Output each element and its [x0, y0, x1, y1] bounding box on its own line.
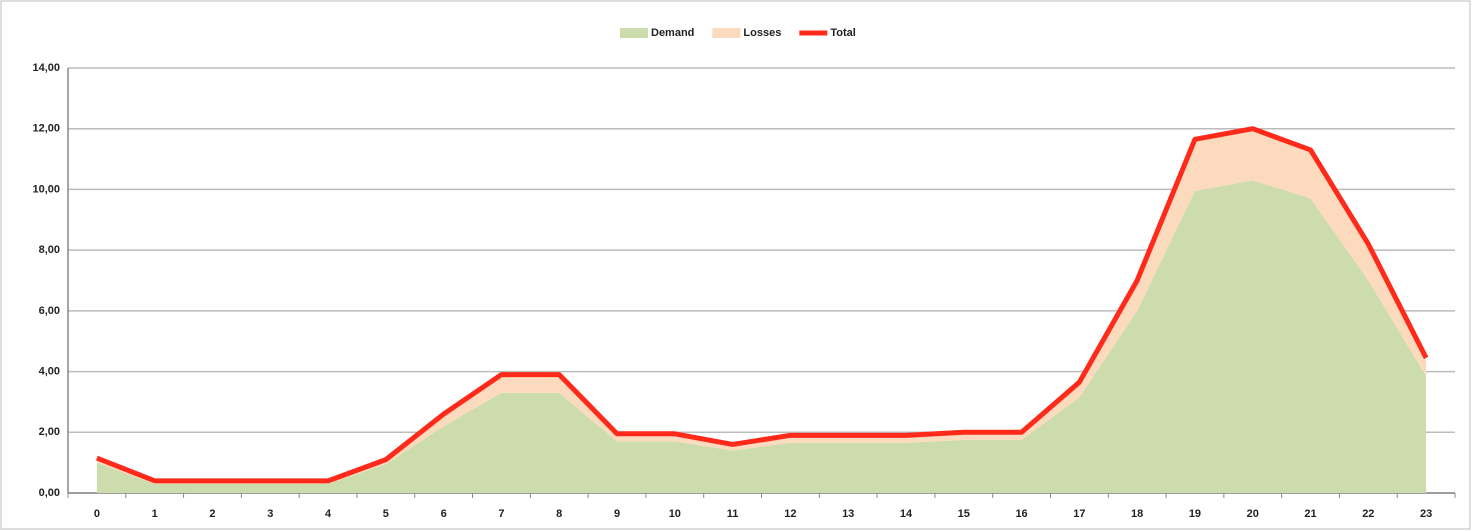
x-tick-label: 12: [784, 508, 796, 520]
x-tick-label: 16: [1015, 508, 1027, 520]
x-tick-label: 19: [1189, 508, 1201, 520]
x-tick-label: 14: [900, 508, 913, 520]
y-tick-label: 8,00: [39, 244, 60, 256]
x-tick-label: 18: [1131, 508, 1143, 520]
x-tick-label: 0: [94, 508, 100, 520]
x-tick-label: 7: [498, 508, 504, 520]
y-tick-label: 12,00: [32, 123, 60, 135]
x-tick-label: 17: [1073, 508, 1085, 520]
x-tick-label: 21: [1304, 508, 1316, 520]
x-tick-label: 23: [1420, 508, 1432, 520]
x-tick-label: 22: [1362, 508, 1374, 520]
x-tick-label: 1: [152, 508, 158, 520]
x-tick-label: 8: [556, 508, 562, 520]
legend-swatch: [712, 28, 741, 38]
x-tick-label: 3: [267, 508, 273, 520]
y-tick-label: 14,00: [32, 62, 60, 74]
y-tick-label: 10,00: [32, 183, 60, 195]
x-tick-label: 2: [209, 508, 215, 520]
x-tick-label: 13: [842, 508, 854, 520]
area: [96, 128, 1427, 484]
y-tick-label: 2,00: [39, 426, 60, 438]
x-tick-label: 11: [727, 508, 739, 520]
legend-swatch: [620, 28, 648, 38]
legend-label: Demand: [651, 27, 694, 39]
x-tick-label: 5: [383, 508, 389, 520]
legend-label: Total: [830, 27, 855, 39]
x-tick-label: 15: [958, 508, 970, 520]
x-tick-label: 6: [441, 508, 447, 520]
x-tick-label: 4: [325, 508, 332, 520]
y-tick-label: 4,00: [39, 365, 60, 377]
x-tick-label: 9: [614, 508, 620, 520]
y-tick-label: 0,00: [39, 487, 60, 499]
area: [96, 180, 1427, 494]
x-tick-label: 20: [1247, 508, 1259, 520]
line: [95, 126, 1429, 484]
y-tick-label: 6,00: [39, 305, 60, 317]
x-tick-label: 10: [669, 508, 681, 520]
legend-label: Losses: [743, 27, 781, 39]
